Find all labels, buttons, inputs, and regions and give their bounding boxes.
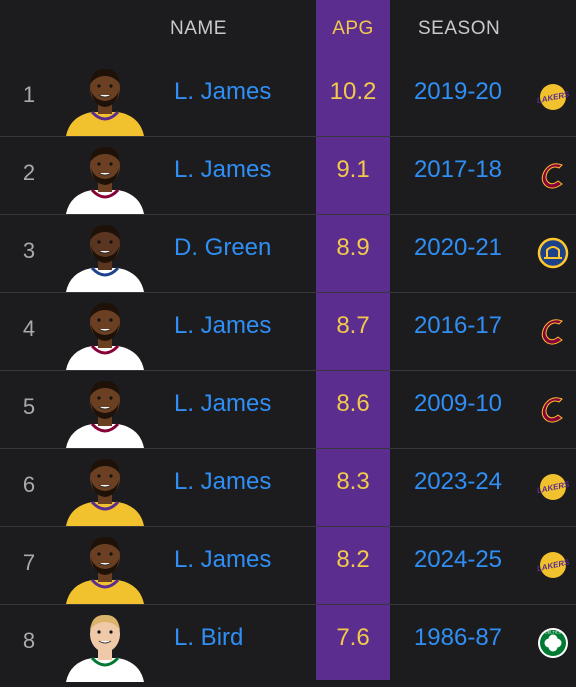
- team-logo[interactable]: [536, 314, 570, 348]
- season-link[interactable]: 2019-20: [413, 78, 503, 105]
- player-avatar: [66, 614, 144, 682]
- row-divider: [0, 370, 576, 371]
- player-name-link[interactable]: L. James: [174, 390, 272, 417]
- season-link[interactable]: 2020-21: [413, 234, 503, 261]
- player-avatar-container[interactable]: [62, 64, 148, 136]
- season-link[interactable]: 2023-24: [413, 468, 503, 495]
- apg-value: 9.1: [336, 156, 370, 183]
- season-link[interactable]: 2016-17: [413, 312, 503, 339]
- season-link[interactable]: 2024-25: [413, 546, 503, 573]
- player-avatar-container[interactable]: [62, 298, 148, 370]
- lakers-logo-icon: LAKERS: [536, 474, 571, 500]
- apg-value: 8.7: [336, 312, 370, 339]
- player-avatar: [66, 146, 144, 214]
- team-logo[interactable]: LAKERS: [536, 470, 571, 504]
- row-divider: [0, 448, 576, 449]
- team-logo[interactable]: [536, 236, 570, 270]
- player-name-link[interactable]: L. James: [174, 78, 272, 105]
- player-name-link[interactable]: L. James: [174, 312, 272, 339]
- player-avatar: [66, 380, 144, 448]
- svg-text:CELTICS: CELTICS: [545, 630, 562, 635]
- apg-value: 7.6: [336, 624, 370, 651]
- rank-number: 6: [22, 472, 36, 497]
- rank-number: 3: [22, 238, 36, 263]
- rank-number: 4: [22, 316, 36, 341]
- apg-value: 8.3: [336, 468, 370, 495]
- table-header: NAME APG SEASON: [0, 0, 576, 58]
- season-link[interactable]: 2009-10: [413, 390, 503, 417]
- player-name-link[interactable]: L. Bird: [174, 624, 244, 651]
- player-avatar-container[interactable]: [62, 610, 148, 682]
- player-avatar: [66, 224, 144, 292]
- table-row[interactable]: 4 L. James 8.7 2016-17: [0, 292, 576, 370]
- apg-value: 10.2: [329, 78, 377, 105]
- player-avatar-container[interactable]: [62, 220, 148, 292]
- rank-number: 8: [22, 628, 36, 653]
- apg-value: 8.6: [336, 390, 370, 417]
- row-divider: [0, 526, 576, 527]
- table-row[interactable]: 3 D. Green 8.9 2020-21: [0, 214, 576, 292]
- row-divider: [0, 604, 576, 605]
- apg-column-highlight: [316, 0, 390, 680]
- cavaliers-logo-icon: [541, 319, 563, 345]
- player-avatar: [66, 458, 144, 526]
- season-link[interactable]: 1986-87: [413, 624, 503, 651]
- player-avatar: [66, 302, 144, 370]
- name-column-header[interactable]: NAME: [170, 18, 227, 39]
- table-row[interactable]: 5 L. James 8.6 2009-10: [0, 370, 576, 448]
- warriors-logo-icon: [537, 237, 569, 269]
- table-row[interactable]: 1 L. James 10.2 2019-20 LAKERS: [0, 58, 576, 136]
- apg-value: 8.9: [336, 234, 370, 261]
- rank-number: 7: [22, 550, 36, 575]
- team-logo[interactable]: [536, 392, 570, 426]
- table-row[interactable]: 6 L. James 8.3 2023-24 LAKERS: [0, 448, 576, 526]
- table-row[interactable]: 8 L. Bird 7.6 1986-87 CELTICS: [0, 604, 576, 682]
- rank-number: 2: [22, 160, 36, 185]
- player-avatar: [66, 536, 144, 604]
- season-column-header[interactable]: SEASON: [418, 18, 501, 39]
- table-row[interactable]: 7 L. James 8.2 2024-25 LAKERS: [0, 526, 576, 604]
- rank-number: 1: [22, 82, 36, 107]
- cavaliers-logo-icon: [541, 163, 563, 189]
- row-divider: [0, 214, 576, 215]
- apg-column-header[interactable]: APG: [332, 18, 374, 39]
- player-avatar-container[interactable]: [62, 532, 148, 604]
- team-logo[interactable]: [536, 158, 570, 192]
- team-logo[interactable]: CELTICS: [536, 626, 570, 660]
- table-row[interactable]: 2 L. James 9.1 2017-18: [0, 136, 576, 214]
- player-avatar: [66, 68, 144, 136]
- player-name-link[interactable]: D. Green: [174, 234, 272, 261]
- team-logo[interactable]: LAKERS: [536, 548, 571, 582]
- player-name-link[interactable]: L. James: [174, 546, 272, 573]
- team-logo[interactable]: LAKERS: [536, 80, 571, 114]
- player-avatar-container[interactable]: [62, 454, 148, 526]
- celtics-logo-icon: CELTICS: [538, 628, 568, 658]
- player-name-link[interactable]: L. James: [174, 156, 272, 183]
- cavaliers-logo-icon: [541, 397, 563, 423]
- rank-number: 5: [22, 394, 36, 419]
- row-divider: [0, 292, 576, 293]
- player-avatar-container[interactable]: [62, 142, 148, 214]
- player-name-link[interactable]: L. James: [174, 468, 272, 495]
- apg-value: 8.2: [336, 546, 370, 573]
- season-link[interactable]: 2017-18: [413, 156, 503, 183]
- row-divider: [0, 136, 576, 137]
- lakers-logo-icon: LAKERS: [536, 84, 571, 110]
- player-avatar-container[interactable]: [62, 376, 148, 448]
- lakers-logo-icon: LAKERS: [536, 552, 571, 578]
